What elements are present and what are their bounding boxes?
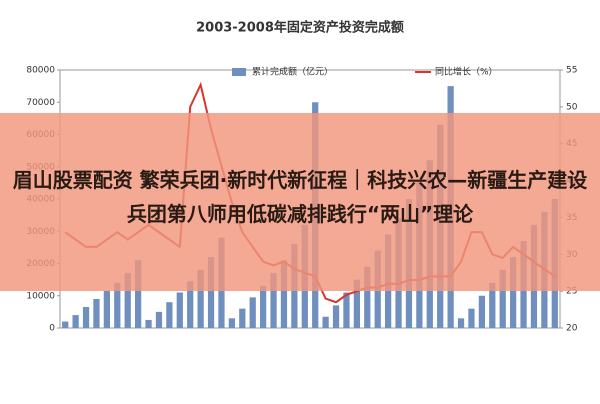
y2-tick-label: 50: [566, 102, 578, 112]
bar: [489, 282, 496, 328]
bar: [207, 257, 215, 328]
bar: [124, 273, 131, 328]
bar: [457, 318, 465, 328]
bar: [322, 316, 329, 328]
bar: [62, 321, 69, 328]
bar: [249, 297, 256, 328]
bar: [343, 292, 350, 328]
chart-title: 2003-2008年固定资产投资完成额: [196, 20, 404, 36]
bar: [145, 319, 152, 328]
bar: [197, 269, 204, 328]
y2-tick-label: 20: [566, 324, 578, 334]
bar: [353, 279, 360, 328]
bar: [270, 273, 277, 328]
legend-label: 同比增长（%）: [435, 66, 498, 78]
bar: [499, 269, 506, 328]
legend-label: 累计完成额（亿元）: [252, 66, 333, 78]
legend-swatch: [232, 68, 246, 76]
bar: [176, 292, 183, 328]
bar: [82, 307, 90, 328]
bar: [135, 260, 142, 328]
bar: [239, 308, 246, 328]
y-tick-label: 70000: [26, 98, 55, 108]
bar: [260, 286, 267, 328]
y-tick-label: 80000: [26, 66, 55, 76]
bar: [103, 290, 110, 328]
bar: [332, 305, 340, 328]
bar: [510, 257, 517, 328]
bar: [114, 282, 121, 328]
bar: [280, 260, 288, 328]
bar: [93, 298, 100, 328]
bar: [228, 318, 235, 328]
bar: [364, 266, 371, 328]
bar: [155, 311, 163, 328]
y-tick-label: 10000: [26, 291, 55, 301]
bar: [187, 281, 194, 328]
y2-tick-label: 55: [566, 66, 577, 76]
bar: [72, 315, 79, 328]
bar: [166, 302, 173, 328]
y-tick-label: 0: [49, 324, 55, 334]
y2-tick-label: 25: [566, 287, 577, 297]
bar: [478, 295, 485, 328]
bar: [468, 308, 475, 328]
banner-title: 眉山股票配资 繁荣兵团·新时代新征程｜科技兴农—新疆生产建设兵团第八师用低碳减排…: [0, 113, 600, 291]
